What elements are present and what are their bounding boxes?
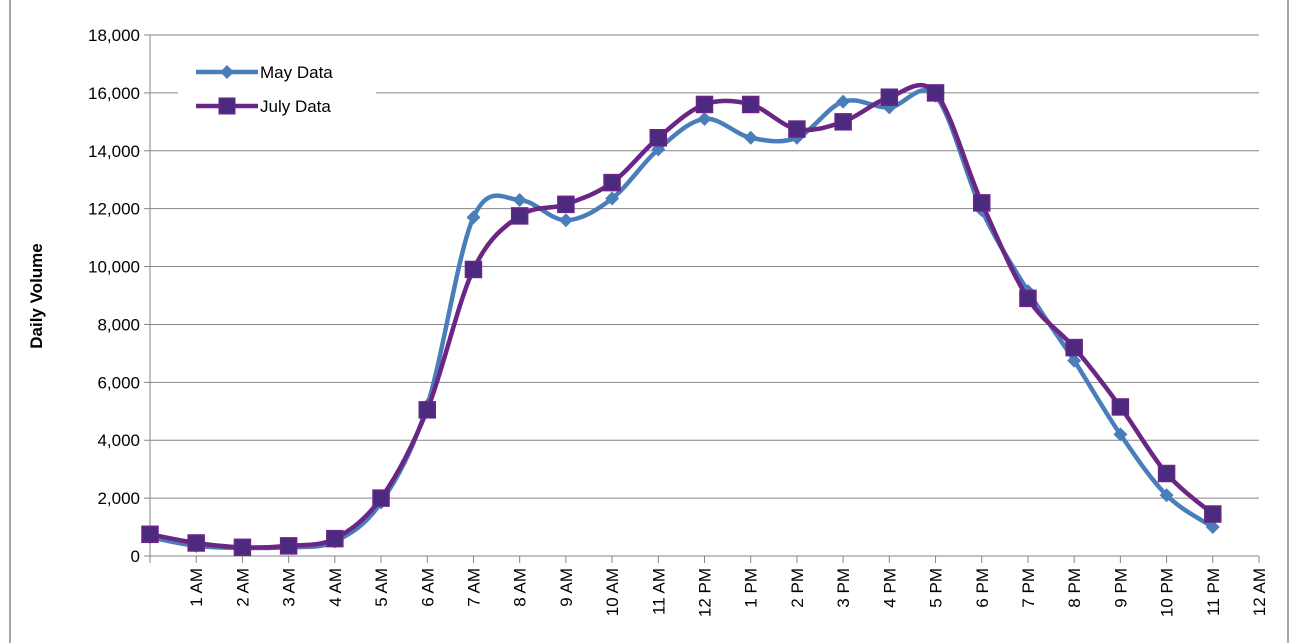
marker <box>1205 520 1220 535</box>
marker <box>1019 289 1037 308</box>
x-tick-label: 12 AM <box>1250 568 1269 616</box>
x-tick-label: 3 PM <box>834 568 853 608</box>
x-tick-label: 9 AM <box>557 568 576 607</box>
marker <box>605 191 620 206</box>
legend-box <box>178 52 376 136</box>
marker <box>233 538 252 557</box>
marker <box>1157 464 1176 483</box>
marker <box>464 260 483 279</box>
marker <box>697 111 712 126</box>
marker <box>512 192 527 207</box>
x-tick-label: 6 AM <box>418 568 437 607</box>
x-tick-label: 8 AM <box>511 568 530 607</box>
marker <box>466 210 481 225</box>
marker <box>418 401 436 419</box>
x-tick-label: 4 AM <box>326 568 345 607</box>
marker <box>649 129 668 147</box>
x-tick-label: 11 AM <box>649 568 668 615</box>
marker <box>1111 398 1130 416</box>
marker <box>836 94 851 109</box>
marker <box>1067 353 1082 368</box>
marker <box>741 95 760 114</box>
marker <box>926 84 945 102</box>
x-tick-label: 8 PM <box>1065 568 1084 608</box>
marker <box>1113 427 1128 442</box>
y-tick-label: 4,000 <box>97 431 140 450</box>
x-tick-label: 7 PM <box>1019 568 1038 608</box>
marker <box>788 120 806 138</box>
marker <box>558 213 573 228</box>
marker <box>1065 338 1083 357</box>
y-tick-label: 14,000 <box>88 142 140 161</box>
marker <box>743 130 758 145</box>
x-tick-label: 1 PM <box>742 568 761 608</box>
x-tick-label: 5 PM <box>927 568 946 608</box>
y-tick-label: 6,000 <box>97 373 140 392</box>
marker <box>880 88 899 106</box>
legend-marker <box>218 97 236 115</box>
x-tick-label: 10 AM <box>603 568 622 616</box>
marker <box>187 534 205 552</box>
marker <box>557 195 575 214</box>
legend-marker <box>220 65 234 79</box>
marker <box>141 525 159 544</box>
marker <box>510 207 529 225</box>
x-tick-label: 5 AM <box>372 568 391 607</box>
x-tick-label: 12 PM <box>696 568 715 617</box>
marker <box>372 489 390 507</box>
x-tick-label: 7 AM <box>464 568 483 607</box>
marker <box>1159 488 1174 503</box>
legend-label: May Data <box>260 63 333 82</box>
x-tick-label: 11 PM <box>1204 568 1223 616</box>
x-tick-label: 3 AM <box>280 568 299 607</box>
y-tick-label: 16,000 <box>88 84 140 103</box>
x-tick-label: 10 PM <box>1158 568 1177 617</box>
marker <box>695 95 714 114</box>
marker <box>973 194 991 212</box>
y-tick-label: 0 <box>131 547 140 566</box>
x-tick-label: 4 PM <box>880 568 899 608</box>
marker <box>603 173 621 192</box>
y-tick-label: 18,000 <box>88 26 140 45</box>
x-tick-label: 9 PM <box>1111 568 1130 608</box>
y-tick-label: 2,000 <box>97 489 140 508</box>
marker <box>1204 505 1222 523</box>
x-tick-label: 2 PM <box>788 568 807 608</box>
x-tick-label: 6 PM <box>973 568 992 608</box>
x-tick-label: 1 AM <box>187 568 206 607</box>
y-axis-title: Daily Volume <box>27 243 46 349</box>
x-tick-label: 2 AM <box>233 568 252 607</box>
marker <box>279 537 298 555</box>
y-tick-label: 10,000 <box>88 258 140 277</box>
marker <box>326 529 344 548</box>
legend-label: July Data <box>260 97 331 116</box>
marker <box>834 113 852 131</box>
y-tick-label: 8,000 <box>97 315 140 334</box>
y-tick-label: 12,000 <box>88 200 140 219</box>
